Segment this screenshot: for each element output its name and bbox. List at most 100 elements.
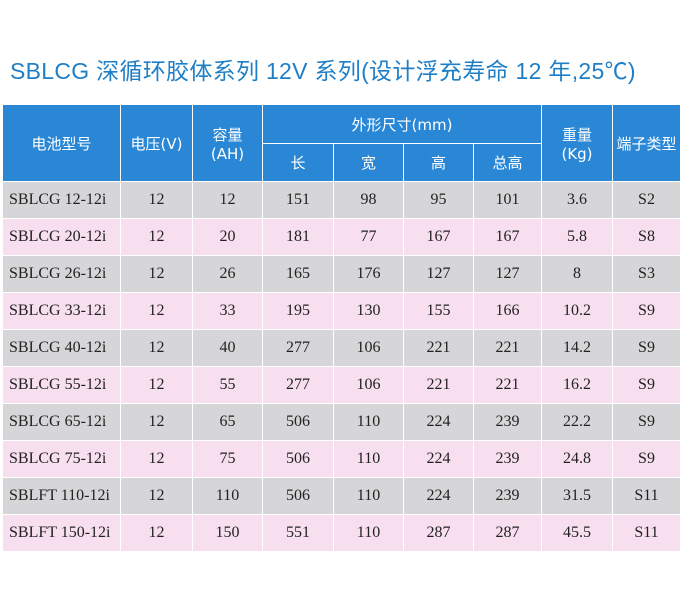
header-voltage: 电压(V) — [120, 104, 193, 182]
cell-weight: 31.5 — [541, 477, 613, 515]
cell-width: 130 — [333, 292, 404, 330]
cell-weight: 22.2 — [541, 403, 613, 441]
cell-model: SBLFT 150-12i — [2, 514, 121, 552]
cell-width: 98 — [333, 181, 404, 219]
cell-height: 224 — [403, 477, 474, 515]
cell-total-height: 167 — [473, 218, 542, 256]
cell-terminal: S3 — [612, 255, 681, 293]
cell-model: SBLCG 40-12i — [2, 329, 121, 367]
cell-weight: 45.5 — [541, 514, 613, 552]
table-row: SBLFT 110-12i 12 110 506 110 224 239 31.… — [2, 477, 681, 515]
cell-model: SBLCG 12-12i — [2, 181, 121, 219]
cell-terminal: S8 — [612, 218, 681, 256]
cell-voltage: 12 — [120, 514, 193, 552]
cell-terminal: S11 — [612, 477, 681, 515]
cell-height: 167 — [403, 218, 474, 256]
header-weight-line2: (Kg) — [561, 144, 593, 163]
header-length: 长 — [262, 143, 334, 182]
cell-capacity: 65 — [192, 403, 263, 441]
header-capacity-line1: 容量 — [212, 125, 243, 144]
cell-capacity: 26 — [192, 255, 263, 293]
cell-model: SBLCG 55-12i — [2, 366, 121, 404]
cell-capacity: 33 — [192, 292, 263, 330]
cell-length: 277 — [262, 366, 334, 404]
cell-model: SBLCG 33-12i — [2, 292, 121, 330]
header-weight: 重量 (Kg) — [541, 104, 613, 182]
cell-capacity: 55 — [192, 366, 263, 404]
header-capacity-line2: (AH) — [210, 144, 245, 163]
header-width: 宽 — [333, 143, 404, 182]
cell-terminal: S9 — [612, 329, 681, 367]
cell-capacity: 75 — [192, 440, 263, 478]
header-capacity: 容量 (AH) — [192, 104, 263, 182]
table-row: SBLCG 12-12i 12 12 151 98 95 101 3.6 S2 — [2, 181, 681, 219]
cell-model: SBLCG 26-12i — [2, 255, 121, 293]
cell-voltage: 12 — [120, 440, 193, 478]
cell-voltage: 12 — [120, 403, 193, 441]
cell-length: 551 — [262, 514, 334, 552]
cell-width: 106 — [333, 329, 404, 367]
table-row: SBLCG 65-12i 12 65 506 110 224 239 22.2 … — [2, 403, 681, 441]
table-row: SBLCG 20-12i 12 20 181 77 167 167 5.8 S8 — [2, 218, 681, 256]
cell-terminal: S11 — [612, 514, 681, 552]
cell-total-height: 287 — [473, 514, 542, 552]
header-height: 高 — [403, 143, 474, 182]
cell-model: SBLCG 75-12i — [2, 440, 121, 478]
battery-spec-table: 电池型号 电压(V) 容量 (AH) 外形尺寸(mm) 重量 (Kg) 端子类型… — [2, 104, 681, 552]
cell-height: 221 — [403, 366, 474, 404]
cell-width: 110 — [333, 403, 404, 441]
cell-width: 110 — [333, 514, 404, 552]
cell-total-height: 127 — [473, 255, 542, 293]
cell-height: 224 — [403, 403, 474, 441]
cell-length: 506 — [262, 440, 334, 478]
cell-length: 506 — [262, 403, 334, 441]
cell-total-height: 221 — [473, 366, 542, 404]
cell-weight: 10.2 — [541, 292, 613, 330]
cell-voltage: 12 — [120, 255, 193, 293]
cell-total-height: 166 — [473, 292, 542, 330]
cell-total-height: 101 — [473, 181, 542, 219]
cell-capacity: 12 — [192, 181, 263, 219]
cell-terminal: S9 — [612, 366, 681, 404]
cell-weight: 14.2 — [541, 329, 613, 367]
header-weight-line1: 重量 — [561, 125, 592, 144]
table-row: SBLCG 26-12i 12 26 165 176 127 127 8 S3 — [2, 255, 681, 293]
cell-length: 165 — [262, 255, 334, 293]
table-row: SBLCG 75-12i 12 75 506 110 224 239 24.8 … — [2, 440, 681, 478]
cell-width: 110 — [333, 440, 404, 478]
cell-terminal: S9 — [612, 440, 681, 478]
cell-model: SBLFT 110-12i — [2, 477, 121, 515]
table-row: SBLCG 33-12i 12 33 195 130 155 166 10.2 … — [2, 292, 681, 330]
cell-length: 151 — [262, 181, 334, 219]
cell-width: 176 — [333, 255, 404, 293]
cell-terminal: S9 — [612, 403, 681, 441]
cell-voltage: 12 — [120, 218, 193, 256]
cell-height: 224 — [403, 440, 474, 478]
header-model: 电池型号 — [2, 104, 121, 182]
table-row: SBLFT 150-12i 12 150 551 110 287 287 45.… — [2, 514, 681, 552]
cell-voltage: 12 — [120, 292, 193, 330]
header-terminal: 端子类型 — [612, 104, 681, 182]
cell-total-height: 221 — [473, 329, 542, 367]
cell-total-height: 239 — [473, 440, 542, 478]
cell-width: 77 — [333, 218, 404, 256]
cell-terminal: S9 — [612, 292, 681, 330]
cell-capacity: 40 — [192, 329, 263, 367]
table-row: SBLCG 40-12i 12 40 277 106 221 221 14.2 … — [2, 329, 681, 367]
cell-height: 155 — [403, 292, 474, 330]
cell-voltage: 12 — [120, 477, 193, 515]
cell-weight: 24.8 — [541, 440, 613, 478]
cell-width: 110 — [333, 477, 404, 515]
table-row: SBLCG 55-12i 12 55 277 106 221 221 16.2 … — [2, 366, 681, 404]
cell-height: 95 — [403, 181, 474, 219]
cell-length: 277 — [262, 329, 334, 367]
cell-capacity: 110 — [192, 477, 263, 515]
cell-width: 106 — [333, 366, 404, 404]
cell-length: 506 — [262, 477, 334, 515]
cell-total-height: 239 — [473, 477, 542, 515]
cell-voltage: 12 — [120, 366, 193, 404]
cell-length: 195 — [262, 292, 334, 330]
cell-model: SBLCG 20-12i — [2, 218, 121, 256]
cell-height: 221 — [403, 329, 474, 367]
cell-model: SBLCG 65-12i — [2, 403, 121, 441]
